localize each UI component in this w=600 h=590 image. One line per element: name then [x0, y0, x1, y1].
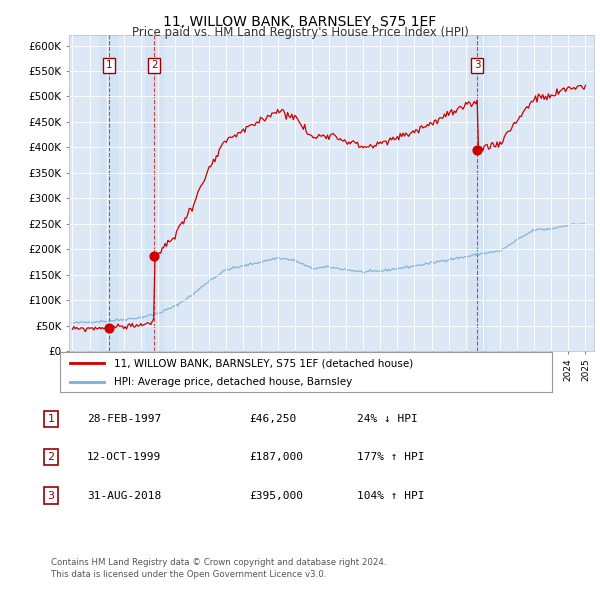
Point: [104, 323, 113, 332]
Point: [472, 145, 482, 155]
Text: 2: 2: [151, 60, 158, 70]
Text: 1: 1: [47, 414, 55, 424]
Text: 24% ↓ HPI: 24% ↓ HPI: [357, 414, 418, 424]
Text: 12-OCT-1999: 12-OCT-1999: [87, 453, 161, 462]
Text: £46,250: £46,250: [249, 414, 296, 424]
Text: 177% ↑ HPI: 177% ↑ HPI: [357, 453, 425, 462]
Point: [149, 251, 159, 261]
Text: 31-AUG-2018: 31-AUG-2018: [87, 491, 161, 500]
Text: Contains HM Land Registry data © Crown copyright and database right 2024.
This d: Contains HM Land Registry data © Crown c…: [51, 558, 386, 579]
Text: 1: 1: [106, 60, 112, 70]
Text: 28-FEB-1997: 28-FEB-1997: [87, 414, 161, 424]
Bar: [100, 35, 117, 351]
Text: £395,000: £395,000: [249, 491, 303, 500]
Text: 3: 3: [474, 60, 481, 70]
Text: 2: 2: [47, 453, 55, 462]
Text: HPI: Average price, detached house, Barnsley: HPI: Average price, detached house, Barn…: [114, 376, 352, 386]
Text: £187,000: £187,000: [249, 453, 303, 462]
Bar: [146, 35, 163, 351]
Bar: [469, 35, 485, 351]
Text: 3: 3: [47, 491, 55, 500]
Text: 104% ↑ HPI: 104% ↑ HPI: [357, 491, 425, 500]
Text: Price paid vs. HM Land Registry's House Price Index (HPI): Price paid vs. HM Land Registry's House …: [131, 26, 469, 39]
Text: 11, WILLOW BANK, BARNSLEY, S75 1EF (detached house): 11, WILLOW BANK, BARNSLEY, S75 1EF (deta…: [114, 358, 413, 368]
Text: 11, WILLOW BANK, BARNSLEY, S75 1EF: 11, WILLOW BANK, BARNSLEY, S75 1EF: [163, 15, 437, 29]
